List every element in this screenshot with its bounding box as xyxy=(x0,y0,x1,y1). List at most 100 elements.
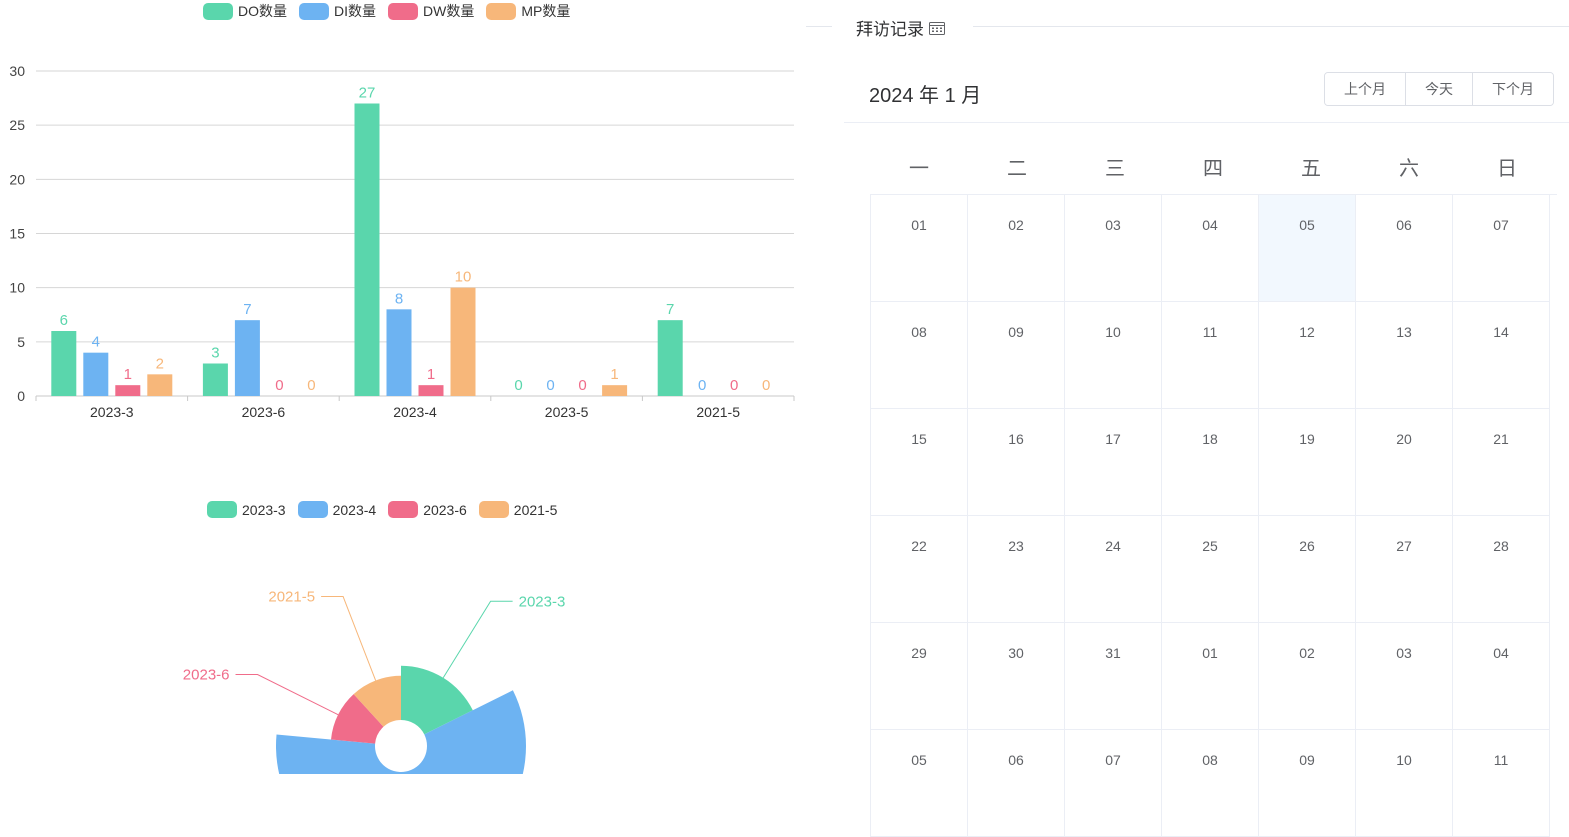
rose-chart: 2023-3 2023-6 2021-5 xyxy=(183,589,565,774)
calendar-day[interactable]: 24 xyxy=(1065,516,1162,623)
calendar-day[interactable]: 28 xyxy=(1453,516,1550,623)
calendar-day[interactable]: 01 xyxy=(1162,623,1259,730)
bar[interactable] xyxy=(83,352,109,396)
calendar-day[interactable]: 13 xyxy=(1356,302,1453,409)
calendar-day[interactable]: 23 xyxy=(968,516,1065,623)
calendar-day[interactable]: 09 xyxy=(1259,730,1356,837)
calendar-day[interactable]: 09 xyxy=(968,302,1065,409)
day-number: 17 xyxy=(1105,431,1121,447)
bar-value-label: 10 xyxy=(455,269,472,286)
calendar-day[interactable]: 12 xyxy=(1259,302,1356,409)
day-number: 11 xyxy=(1493,752,1509,768)
calendar-day[interactable]: 20 xyxy=(1356,409,1453,516)
day-number: 07 xyxy=(1493,217,1509,233)
bar-value-label: 0 xyxy=(307,377,315,394)
calendar-day[interactable]: 03 xyxy=(1065,195,1162,302)
calendar-day[interactable]: 29 xyxy=(871,623,968,730)
calendar-day[interactable]: 02 xyxy=(1259,623,1356,730)
calendar-day[interactable]: 07 xyxy=(1065,730,1162,837)
bar[interactable] xyxy=(450,287,476,396)
pie-legend-item[interactable]: 2023-3 xyxy=(207,501,286,518)
calendar-day[interactable]: 07 xyxy=(1453,195,1550,302)
bar-legend-item[interactable]: MP数量 xyxy=(486,1,570,21)
calendar-day[interactable]: 16 xyxy=(968,409,1065,516)
rose-slice[interactable] xyxy=(401,665,473,735)
bar[interactable] xyxy=(234,320,260,396)
calendar-day[interactable]: 03 xyxy=(1356,623,1453,730)
bar-legend-item[interactable]: DO数量 xyxy=(203,1,287,21)
calendar-day[interactable]: 11 xyxy=(1453,730,1550,837)
legend-swatch xyxy=(388,501,419,518)
x-tick-label: 2023-4 xyxy=(393,404,437,420)
calendar-day[interactable]: 19 xyxy=(1259,409,1356,516)
today-button[interactable]: 今天 xyxy=(1405,73,1472,105)
pie-legend-item[interactable]: 2023-6 xyxy=(388,501,467,518)
day-number: 07 xyxy=(1105,752,1121,768)
calendar-day[interactable]: 14 xyxy=(1453,302,1550,409)
bar[interactable] xyxy=(202,363,228,397)
calendar-day[interactable]: 04 xyxy=(1162,195,1259,302)
calendar-day[interactable]: 26 xyxy=(1259,516,1356,623)
day-number: 04 xyxy=(1202,217,1218,233)
bar[interactable] xyxy=(147,374,173,396)
calendar-day[interactable]: 06 xyxy=(1356,195,1453,302)
legend-swatch xyxy=(478,501,509,518)
rose-slice[interactable] xyxy=(331,694,384,744)
calendar-day[interactable]: 25 xyxy=(1162,516,1259,623)
bar[interactable] xyxy=(602,385,628,396)
calendar-grid: 01 02 03 04 05 06 07 08 09 10 11 12 13 14 15 16 17 18 19 20… xyxy=(870,194,1557,837)
calendar-day[interactable]: 18 xyxy=(1162,409,1259,516)
calendar-day[interactable]: 06 xyxy=(968,730,1065,837)
day-number: 18 xyxy=(1202,431,1218,447)
calendar-day[interactable]: 17 xyxy=(1065,409,1162,516)
bar-value-label: 7 xyxy=(243,301,251,318)
bar-value-label: 0 xyxy=(546,377,554,394)
bar[interactable] xyxy=(418,385,444,396)
weekday-label: 一 xyxy=(909,158,929,180)
day-number: 12 xyxy=(1299,324,1315,340)
calendar-day[interactable]: 11 xyxy=(1162,302,1259,409)
calendar-day[interactable]: 30 xyxy=(968,623,1065,730)
calendar-month-label: 2024 年 1 月 xyxy=(869,85,982,107)
calendar-day[interactable]: 08 xyxy=(1162,730,1259,837)
calendar-day[interactable]: 10 xyxy=(1065,302,1162,409)
day-number: 16 xyxy=(1008,431,1024,447)
legend-label: 2021-5 xyxy=(513,501,558,518)
rose-slice[interactable] xyxy=(276,690,526,774)
calendar-day[interactable]: 21 xyxy=(1453,409,1550,516)
bar-legend-item[interactable]: DI数量 xyxy=(299,1,376,21)
bar[interactable] xyxy=(115,385,141,396)
next-month-button[interactable]: 下个月 xyxy=(1472,73,1553,105)
bar-value-label: 27 xyxy=(359,85,376,102)
bar-value-label: 0 xyxy=(275,377,283,394)
calendar-day[interactable]: 10 xyxy=(1356,730,1453,837)
bar[interactable] xyxy=(386,309,412,396)
calendar-day[interactable]: 02 xyxy=(968,195,1065,302)
bar[interactable] xyxy=(354,103,380,397)
slice-label: 2023-6 xyxy=(183,667,230,684)
bar-value-label: 0 xyxy=(730,377,738,394)
bar-legend-item[interactable]: DW数量 xyxy=(388,1,474,21)
weekday-label: 四 xyxy=(1203,158,1223,180)
calendar-day[interactable]: 22 xyxy=(871,516,968,623)
calendar-day-today[interactable]: 05 xyxy=(1259,195,1356,302)
bar[interactable] xyxy=(657,320,683,396)
calendar-day[interactable]: 01 xyxy=(871,195,968,302)
calendar-day[interactable]: 04 xyxy=(1453,623,1550,730)
rose-slice[interactable] xyxy=(353,675,401,727)
bar-value-label: 2 xyxy=(156,355,164,372)
pie-legend-item[interactable]: 2023-4 xyxy=(297,501,376,518)
bar-value-label: 0 xyxy=(762,377,770,394)
prev-month-button[interactable]: 上个月 xyxy=(1325,73,1405,105)
calendar-day[interactable]: 27 xyxy=(1356,516,1453,623)
bar[interactable] xyxy=(51,331,77,396)
calendar-day[interactable]: 08 xyxy=(871,302,968,409)
pie-legend-item[interactable]: 2021-5 xyxy=(478,501,558,518)
calendar-icon xyxy=(929,21,945,35)
day-number: 03 xyxy=(1396,645,1412,661)
calendar-day[interactable]: 15 xyxy=(871,409,968,516)
calendar-day[interactable]: 05 xyxy=(871,730,968,837)
bar-value-label: 8 xyxy=(395,290,403,307)
calendar-day[interactable]: 31 xyxy=(1065,623,1162,730)
